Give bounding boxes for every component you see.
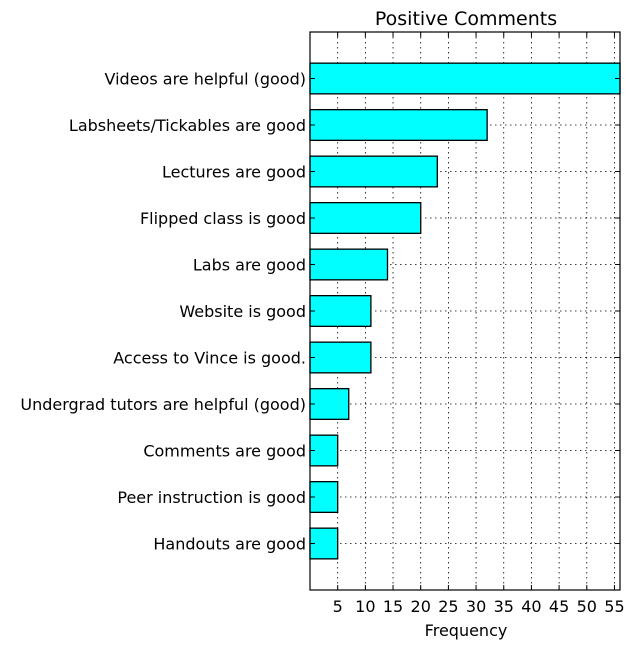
x-tick-label: 35 <box>494 597 514 616</box>
bar <box>309 388 350 420</box>
category-label: Labsheets/Tickables are good <box>69 116 306 135</box>
category-label: Access to Vince is good. <box>113 349 306 368</box>
category-label: Flipped class is good <box>140 209 306 228</box>
bar <box>309 248 389 281</box>
category-label: Comments are good <box>143 442 306 461</box>
bar <box>309 341 372 374</box>
bar <box>309 155 438 188</box>
chart-title: Positive Comments <box>375 8 557 30</box>
bar <box>309 109 488 141</box>
bar <box>309 295 372 327</box>
x-tick-label: 5 <box>333 597 343 616</box>
category-label: Handouts are good <box>153 535 306 554</box>
bar <box>309 62 621 95</box>
x-tick-label: 30 <box>466 597 486 616</box>
category-label: Website is good <box>179 302 306 321</box>
x-tick-label: 55 <box>604 597 624 616</box>
x-tick-label: 15 <box>383 597 403 616</box>
x-tick-label: 45 <box>549 597 569 616</box>
category-label: Peer instruction is good <box>117 488 306 507</box>
x-tick-label: 20 <box>411 597 431 616</box>
category-labels: Videos are helpful (good) Labsheets/Ticka… <box>20 70 306 554</box>
x-tick-label: 40 <box>521 597 541 616</box>
category-label: Labs are good <box>193 256 306 275</box>
bar <box>309 202 422 234</box>
category-label: Undergrad tutors are helpful (good) <box>20 395 306 414</box>
x-tick-label: 25 <box>438 597 458 616</box>
grid-lines <box>310 32 620 590</box>
bars <box>309 62 621 560</box>
x-tick-labels: 5 10 15 20 25 30 35 40 45 50 55 <box>333 597 625 616</box>
x-tick-label: 50 <box>577 597 597 616</box>
x-axis-label: Frequency <box>425 621 508 640</box>
ticks <box>310 32 620 590</box>
category-label: Lectures are good <box>162 163 306 182</box>
x-tick-label: 10 <box>355 597 375 616</box>
category-label: Videos are helpful (good) <box>105 70 306 89</box>
